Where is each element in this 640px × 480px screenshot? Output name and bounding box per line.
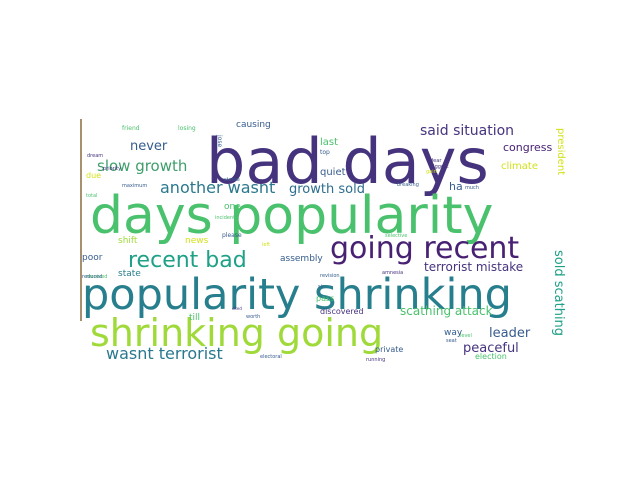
word-worth: worth: [246, 314, 260, 320]
word-cited: cited: [232, 306, 242, 311]
word-amnesia: amnesia: [382, 270, 403, 276]
word-poor: poor: [82, 253, 103, 263]
word-till: till: [189, 313, 200, 323]
word-shift: shift: [118, 236, 138, 246]
word-wasnt-terrorist: wasnt terrorist: [106, 344, 223, 363]
word-biggest: biggest: [430, 164, 449, 170]
word-private: private: [375, 345, 403, 354]
word-jose: jose: [216, 134, 223, 147]
word-assembly: assembly: [280, 254, 323, 264]
word-breaking: breaking: [397, 182, 419, 188]
word-sold-scathing: sold scathing: [551, 250, 566, 336]
word-due: due: [86, 171, 101, 180]
word-priority: priority: [103, 166, 121, 172]
word-much: much: [465, 185, 479, 191]
word-dear: dear: [430, 158, 442, 164]
word-peaceful: peaceful: [463, 341, 519, 356]
word-slow-growth: slow growth: [97, 157, 187, 175]
word-electoral: electoral: [260, 354, 282, 360]
word-quiet: quiet: [320, 167, 346, 178]
word-level: level: [460, 333, 472, 339]
word-ha: ha: [449, 180, 463, 193]
word-losing: losing: [178, 125, 196, 132]
word-reduced: reduced: [82, 274, 102, 280]
word-leader: leader: [489, 326, 531, 341]
word-running: running: [366, 357, 385, 363]
word-please: please: [222, 232, 242, 239]
word-another-wasnt: another wasnt: [160, 178, 275, 197]
word-last: last: [320, 137, 338, 148]
word-shrinking-going: shrinking going: [90, 311, 383, 355]
word-president: president: [555, 128, 566, 175]
word-never: never: [130, 139, 168, 154]
word-way: way: [444, 328, 463, 338]
word-causing: causing: [236, 120, 271, 130]
word-friend: friend: [122, 125, 140, 132]
word-top: top: [320, 149, 330, 156]
word-seat: seat: [446, 338, 457, 344]
word-gain: gain: [426, 169, 437, 175]
word-said-situation: said situation: [420, 123, 514, 139]
word-pass: pass: [316, 294, 334, 303]
word-growth-sold: growth sold: [289, 182, 365, 197]
word-total: total: [86, 193, 97, 199]
word-incident: incident: [215, 215, 235, 221]
word-election: election: [475, 352, 507, 361]
word-discovered: discovered: [320, 307, 364, 316]
word-popularity-shrinking: popularity shrinking: [82, 270, 512, 320]
word-terrorist-mistake: terrorist mistake: [424, 260, 523, 274]
word-going-recent: going recent: [330, 231, 519, 266]
word-scathing-attack: scathing attack: [400, 304, 493, 318]
word-recent-bad: recent bad: [128, 248, 247, 273]
word-selective: selective: [385, 233, 407, 239]
word-received: received: [86, 274, 107, 280]
word-left: left: [262, 242, 270, 248]
word-news: news: [185, 236, 209, 246]
word-sir: sir: [318, 284, 325, 290]
word-one: one: [224, 202, 241, 212]
word-days-popularity: days popularity: [90, 186, 493, 246]
word-state: state: [118, 269, 141, 279]
word-revision: revision: [320, 273, 340, 279]
word-maximum: maximum: [122, 183, 147, 189]
word-statue: statue: [224, 177, 240, 183]
word-bad-days: bad days: [206, 125, 489, 198]
word-congress: congress: [503, 141, 553, 154]
word-dream: dream: [87, 153, 103, 159]
word-climate: climate: [501, 161, 538, 172]
